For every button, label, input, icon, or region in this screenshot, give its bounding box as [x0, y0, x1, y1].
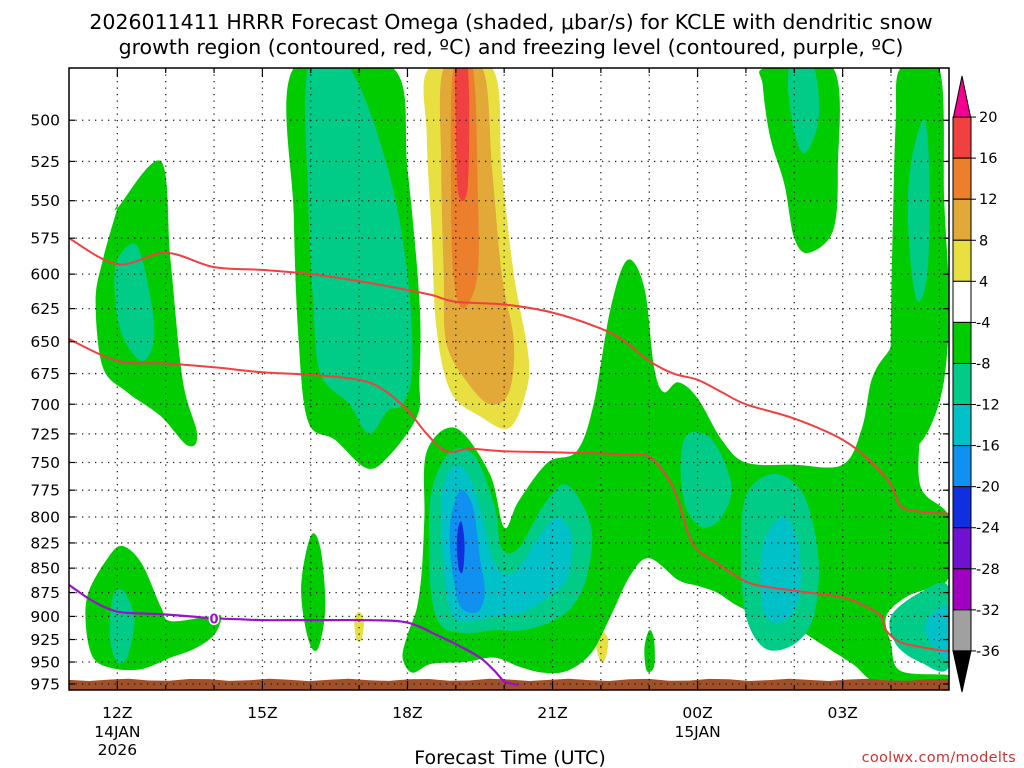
x-tick-label-12Z: 12Z	[102, 704, 132, 722]
y-tick-label-550: 550	[30, 192, 60, 210]
colorbar-label-4: 4	[979, 274, 988, 290]
omega-region-green-small-right	[644, 630, 655, 673]
x-tick-date-00Z: 15JAN	[674, 723, 720, 741]
omega-region-teal-right-upper	[787, 68, 820, 154]
colorbar-band-9	[952, 445, 972, 488]
omega-region-teal-left-lower	[109, 589, 135, 664]
colorbar-label-20: 20	[979, 110, 997, 126]
y-tick-label-750: 750	[30, 454, 60, 472]
plot-frame	[68, 67, 950, 691]
omega-region-teal-right-lower-1	[680, 431, 732, 528]
x-tick-date-12Z: 14JAN	[94, 723, 140, 741]
colorbar-band-5	[952, 280, 972, 323]
x-tick-label-00Z: 00Z	[682, 704, 712, 722]
dgz-lower-line	[69, 338, 949, 653]
y-tick-label-500: 500	[30, 112, 60, 130]
freezing-level-label: 0	[210, 612, 219, 627]
colorbar-label--32: -32	[976, 603, 1000, 619]
colorbar-label--36: -36	[976, 644, 1000, 660]
y-tick-label-650: 650	[30, 333, 60, 351]
colorbar-label--4: -4	[976, 315, 990, 331]
ground-surface	[69, 678, 949, 690]
colorbar-bottom-arrow	[952, 650, 972, 693]
y-tick-label-775: 775	[30, 482, 60, 500]
x-tick-year-12Z: 2026	[98, 741, 137, 759]
y-tick-label-625: 625	[30, 300, 60, 318]
omega-region-cyan-right-lower-3	[924, 605, 949, 660]
x-tick-label-18Z: 18Z	[392, 704, 422, 722]
omega-region-darkblue-main-lower	[456, 521, 465, 574]
colorbar-band-10	[952, 486, 972, 529]
dgz-upper-line	[69, 237, 949, 515]
x-tick-label-03Z: 03Z	[827, 704, 857, 722]
y-tick-label-700: 700	[30, 396, 60, 414]
colorbar-band-7	[952, 362, 972, 406]
chart-title-line-2: growth region (contoured, red, ºC) and f…	[119, 35, 904, 59]
colorbar-label--16: -16	[976, 439, 1000, 455]
y-tick-label-525: 525	[30, 153, 60, 171]
y-axis: 500 525 550 575 600 625 650 675 700 725 750 775 800 8…	[30, 112, 949, 693]
y-tick-label-825: 825	[30, 534, 60, 552]
y-tick-label-850: 850	[30, 560, 60, 578]
colorbar-band-3	[952, 198, 972, 241]
ground-layer	[69, 678, 949, 690]
y-tick-label-900: 900	[30, 608, 60, 626]
colorbar-top-arrow	[952, 75, 972, 120]
omega-shaded-regions	[85, 68, 949, 686]
colorbar-label-8: 8	[979, 233, 988, 249]
freezing-level	[69, 583, 519, 686]
colorbar-band-4	[952, 239, 972, 282]
colorbar-label-16: 16	[979, 151, 997, 167]
chart-title-line-1: 2026011411 HRRR Forecast Omega (shaded, …	[89, 10, 932, 34]
colorbar-band-12	[952, 568, 972, 611]
colorbar-label--12: -12	[976, 398, 1000, 414]
y-tick-label-950: 950	[30, 654, 60, 672]
colorbar-band-6	[952, 321, 972, 364]
colorbar-band-8	[952, 404, 972, 447]
omega-region-red-upper	[454, 68, 470, 201]
y-tick-label-925: 925	[30, 631, 60, 649]
colorbar-band-13	[952, 609, 972, 652]
colorbar-band-1	[952, 116, 972, 159]
y-tick-label-600: 600	[30, 266, 60, 284]
omega-region-green-right-upper	[759, 68, 840, 253]
omega-region-teal-left-upper	[114, 243, 155, 362]
contour-lines: 0	[69, 237, 949, 686]
colorbar-band-11	[952, 527, 972, 570]
colorbar-label--8: -8	[976, 356, 990, 372]
colorbar-label--20: -20	[976, 480, 1000, 496]
colorbar-label--28: -28	[976, 562, 1000, 578]
omega-region-green-small-mid	[301, 533, 326, 651]
x-tick-label-21Z: 21Z	[537, 704, 567, 722]
y-tick-label-675: 675	[30, 365, 60, 383]
x-axis-label: Forecast Time (UTC)	[414, 747, 605, 768]
y-tick-label-975: 975	[30, 675, 60, 693]
y-tick-label-725: 725	[30, 425, 60, 443]
credit-text: coolwx.com/modelts	[862, 750, 1016, 766]
omega-region-blue-main-lower	[449, 489, 485, 613]
colorbar: 20 16 12 8 4 -4 -8 -12 -16 -20 -24 -28 -32 -36	[952, 75, 1000, 693]
colorbar-band-2	[952, 157, 972, 200]
colorbar-label-12: 12	[979, 192, 997, 208]
colorbar-label--24: -24	[976, 521, 1000, 537]
y-tick-label-800: 800	[30, 508, 60, 526]
y-tick-label-875: 875	[30, 584, 60, 602]
x-tick-label-15Z: 15Z	[247, 704, 277, 722]
omega-region-teal-right-tall	[907, 119, 930, 303]
y-tick-label-575: 575	[30, 230, 60, 248]
